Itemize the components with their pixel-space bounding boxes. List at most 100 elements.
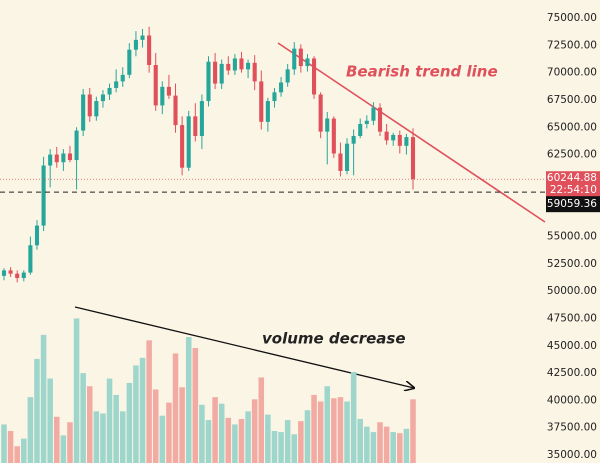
y-tick-label: 72500.00	[547, 39, 597, 51]
trend-annotation: Bearish trend line	[346, 63, 498, 81]
candle-body	[312, 58, 317, 95]
volume-bar	[357, 418, 363, 463]
y-tick-label: 62500.00	[547, 149, 597, 161]
volume-bar	[271, 430, 278, 463]
last-price-label: 60244.88	[547, 172, 597, 184]
candle-body	[292, 48, 297, 70]
volume-bar	[139, 357, 146, 463]
y-tick-label: 37500.00	[547, 422, 597, 434]
volume-bar	[185, 337, 192, 463]
volume-bar	[344, 401, 350, 463]
candle-body	[41, 165, 46, 226]
volume-bar	[119, 411, 126, 463]
candle-body	[48, 154, 53, 166]
volume-bar	[166, 402, 172, 463]
volume-bar	[7, 430, 14, 463]
candle-body	[279, 82, 284, 93]
candle-body	[153, 65, 158, 106]
candle-body	[127, 49, 132, 75]
volume-bar	[100, 413, 106, 463]
y-tick-label: 40000.00	[547, 394, 597, 406]
candle-body	[272, 92, 277, 102]
candle-body	[8, 270, 13, 274]
candle-body	[15, 273, 20, 279]
volume-bar	[265, 414, 271, 463]
y-tick-label: 50000.00	[547, 285, 597, 297]
volume-bar	[126, 382, 133, 463]
candle-body	[338, 153, 343, 171]
candle-body	[186, 116, 191, 168]
y-tick-label: 65000.00	[547, 121, 597, 133]
candle-body	[397, 134, 402, 146]
candle-body	[265, 101, 270, 122]
volume-bar	[364, 426, 370, 463]
candle-body	[391, 134, 396, 141]
trend-line	[277, 42, 546, 223]
volume-bar	[337, 397, 344, 463]
candle-body	[305, 58, 310, 67]
volume-bar	[324, 386, 331, 463]
volume-bar	[383, 426, 390, 463]
candle-body	[252, 62, 257, 82]
candle-body	[160, 86, 165, 106]
candle-body	[173, 95, 178, 126]
countdown-label: 22:54:10	[550, 184, 597, 196]
volume-bar	[146, 340, 152, 463]
candle-body	[67, 153, 73, 161]
volume-bar	[212, 397, 218, 463]
volume-arrow	[74, 306, 414, 388]
price-line-box	[546, 196, 600, 213]
y-tick-label: 55000.00	[547, 231, 597, 243]
candle-body	[232, 58, 237, 71]
candle-body	[226, 63, 231, 71]
volume-bar	[60, 435, 67, 463]
volume-bar	[370, 432, 377, 463]
volume-bar	[311, 394, 317, 463]
candle-body	[1, 270, 7, 276]
y-tick-label: 47500.00	[547, 312, 597, 324]
volume-bar	[284, 420, 291, 463]
volume-bar	[106, 378, 113, 463]
candle-body	[318, 94, 323, 132]
y-tick-label: 67500.00	[547, 94, 597, 106]
candle-body	[298, 48, 303, 67]
candle-body	[100, 94, 105, 102]
volume-bar	[199, 404, 205, 463]
candle-body	[54, 154, 59, 163]
volume-bar	[47, 378, 53, 463]
candle-body	[94, 101, 99, 117]
candle-body	[364, 120, 369, 124]
y-tick-label: 35000.00	[547, 449, 597, 461]
candle-body	[239, 58, 244, 70]
candle-body	[199, 101, 204, 137]
candle-body	[61, 153, 66, 163]
candle-body	[259, 81, 264, 122]
candle-body	[325, 118, 330, 132]
volume-bar	[14, 446, 20, 463]
volume-bar	[34, 358, 40, 463]
y-tick-label: 75000.00	[547, 12, 597, 24]
volume-bar	[397, 433, 403, 463]
volume-bar	[390, 432, 396, 463]
last-price-box	[546, 171, 600, 198]
volume-bar	[54, 416, 60, 463]
y-tick-label: 45000.00	[547, 340, 597, 352]
candle-body	[344, 143, 350, 171]
candle-body	[213, 61, 218, 84]
y-tick-label: 52500.00	[547, 258, 597, 270]
candle-body	[120, 74, 125, 82]
candle-body	[404, 137, 409, 146]
volume-bar	[73, 318, 80, 463]
price-line-label: 59059.36	[547, 198, 597, 210]
y-tick-label: 70000.00	[547, 67, 597, 79]
volume-bar	[86, 386, 93, 463]
candle-body	[410, 137, 416, 180]
candle-body	[371, 107, 376, 121]
volume-bar	[377, 422, 383, 463]
candle-body	[81, 94, 86, 131]
volume-bar	[251, 399, 258, 463]
volume-bar	[172, 353, 179, 463]
volume-bar	[278, 432, 284, 463]
candle-body	[107, 87, 112, 95]
